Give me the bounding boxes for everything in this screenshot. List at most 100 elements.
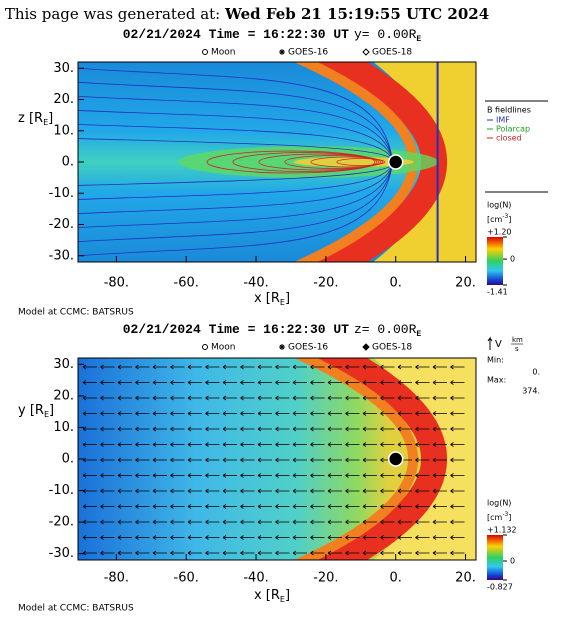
flow-arrow xyxy=(450,457,465,463)
vector-caption: Max: xyxy=(487,376,506,385)
flow-arrow xyxy=(117,488,132,494)
flow-arrow xyxy=(310,442,325,447)
flow-arrow xyxy=(432,395,447,401)
flow-arrow xyxy=(450,411,465,416)
flow-arrow xyxy=(292,426,307,432)
flow-arrow xyxy=(397,426,412,432)
flow-arrow xyxy=(397,442,412,447)
x-axis-label-part: ] xyxy=(285,291,290,306)
x-tick-label: -80. xyxy=(104,276,129,291)
flow-arrow xyxy=(222,473,237,478)
fieldline-legend-label: IMF xyxy=(496,116,510,125)
flow-arrow xyxy=(327,519,342,525)
flow-arrow xyxy=(257,411,272,416)
flow-arrow xyxy=(205,535,220,540)
flow-arrow xyxy=(240,426,255,432)
field-line xyxy=(78,164,393,200)
closed-line xyxy=(258,153,380,171)
flow-arrow xyxy=(170,380,185,385)
x-tick-label: 20. xyxy=(455,276,476,291)
flow-arrow xyxy=(205,411,220,416)
flow-arrow xyxy=(397,380,412,385)
flow-arrow xyxy=(257,457,272,463)
flow-arrow xyxy=(380,550,395,556)
flow-arrow xyxy=(117,411,132,416)
y-axis-label-part: E xyxy=(44,410,49,419)
y-tick-label: 10. xyxy=(53,123,74,138)
flow-arrow xyxy=(170,550,185,556)
flow-arrow xyxy=(450,504,465,509)
flow-arrow xyxy=(327,457,342,463)
flow-arrow xyxy=(205,426,220,432)
field-line xyxy=(78,165,393,243)
flow-arrow xyxy=(240,473,255,478)
flow-arrow xyxy=(327,442,342,447)
flow-arrow xyxy=(380,442,395,447)
flow-arrow xyxy=(380,504,395,509)
flow-arrow xyxy=(240,519,255,525)
flow-arrow xyxy=(310,457,325,463)
flow-arrow xyxy=(275,442,290,447)
flow-arrow xyxy=(205,442,220,447)
x-tick-label: -20. xyxy=(313,276,338,291)
y-tick-label: 0. xyxy=(62,452,74,467)
flow-arrow xyxy=(345,488,360,494)
flow-arrow xyxy=(310,411,325,416)
goes16-icon xyxy=(279,49,285,55)
flow-arrow xyxy=(187,488,202,494)
flow-arrow xyxy=(397,504,412,509)
flow-arrow xyxy=(310,519,325,525)
flow-arrow xyxy=(292,504,307,509)
flow-arrow xyxy=(345,380,360,385)
flow-arrow xyxy=(170,426,185,432)
flow-arrow xyxy=(450,364,465,370)
flow-arrow xyxy=(257,488,272,494)
flow-arrow xyxy=(135,426,150,432)
flow-arrow xyxy=(82,535,97,540)
footer: Model at CCMC: BATSRUS xyxy=(18,308,134,318)
flow-arrow xyxy=(187,395,202,401)
flow-arrow xyxy=(415,550,430,556)
fieldline-legend-title: B fieldlines xyxy=(487,106,531,115)
flow-arrow xyxy=(275,550,290,556)
flow-arrow xyxy=(415,504,430,509)
flow-arrow xyxy=(205,504,220,509)
flow-arrow xyxy=(415,519,430,525)
vector-label: V xyxy=(495,339,502,350)
flow-arrow xyxy=(100,426,115,432)
flow-arrow xyxy=(292,550,307,556)
vector-unit-den: s xyxy=(515,345,519,353)
flow-arrow xyxy=(310,380,325,385)
flow-arrow xyxy=(362,488,377,494)
y-tick-label: 20. xyxy=(53,388,74,403)
plot-area xyxy=(78,62,476,262)
flow-arrow xyxy=(135,380,150,385)
marker-legend-label: GOES-18 xyxy=(372,48,412,58)
flow-arrow xyxy=(257,519,272,525)
flow-arrow xyxy=(292,535,307,540)
flow-arrow xyxy=(415,411,430,416)
flow-arrow xyxy=(327,380,342,385)
flow-arrow xyxy=(152,519,167,525)
flow-arrow xyxy=(205,395,220,401)
solar-wind xyxy=(373,62,476,262)
marker-legend-label: Moon xyxy=(211,343,235,353)
x-tick-label: 20. xyxy=(455,571,476,586)
y-tick-label: -30. xyxy=(49,248,74,263)
flow-arrow xyxy=(327,488,342,494)
flow-arrow xyxy=(415,426,430,432)
flow-arrow xyxy=(432,426,447,432)
flow-arrow xyxy=(292,442,307,447)
flow-arrow xyxy=(117,535,132,540)
flow-arrow xyxy=(345,395,360,401)
flow-arrow xyxy=(397,550,412,556)
flow-arrow xyxy=(362,550,377,556)
flow-arrow xyxy=(187,473,202,478)
flow-arrow xyxy=(170,457,185,463)
flow-arrow xyxy=(257,364,272,370)
flow-arrow xyxy=(327,550,342,556)
flow-arrow xyxy=(152,380,167,385)
flow-arrow xyxy=(345,457,360,463)
colorbar-tick-label: 0 xyxy=(510,255,515,264)
